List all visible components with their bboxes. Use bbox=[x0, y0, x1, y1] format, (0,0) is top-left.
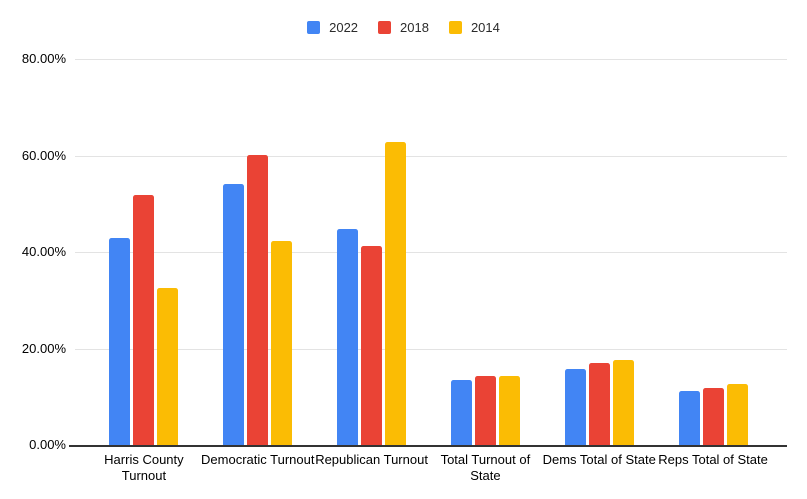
x-axis-label-cell: Reps Total of State bbox=[656, 452, 770, 484]
legend-label: 2018 bbox=[400, 20, 429, 35]
bar-2018-reps-total-of-state[interactable] bbox=[702, 388, 724, 445]
gridline bbox=[75, 59, 787, 60]
x-axis-label-democratic-turnout: Democratic Turnout bbox=[201, 452, 315, 467]
bar-2022-total-turnout-of-state[interactable] bbox=[450, 379, 472, 445]
legend-label: 2022 bbox=[329, 20, 359, 35]
x-axis-label-reps-total-of-state: Reps Total of State bbox=[658, 452, 768, 467]
bar-2014-harris-county-turnout[interactable] bbox=[157, 288, 179, 445]
legend-item-2018[interactable]: 2018 bbox=[378, 20, 429, 35]
x-axis-labels: Harris County Turnout Democratic Turnout R… bbox=[75, 452, 787, 484]
chart-legend: 2022 2018 2014 bbox=[0, 20, 807, 35]
bar-2014-republican-turnout[interactable] bbox=[385, 142, 407, 445]
bar-group-republican-turnout bbox=[315, 59, 429, 445]
gridline bbox=[75, 348, 787, 350]
x-axis-label-dems-total-of-state: Dems Total of State bbox=[542, 452, 656, 467]
x-axis-label-republican-turnout: Republican Turnout bbox=[315, 452, 428, 467]
x-axis-label-cell: Harris County Turnout bbox=[87, 452, 201, 484]
bar-2022-reps-total-of-state[interactable] bbox=[678, 390, 700, 445]
y-axis-tick-label: 40.00% bbox=[21, 244, 66, 259]
bar-group-reps-total-of-state bbox=[656, 59, 770, 445]
bar-2018-total-turnout-of-state[interactable] bbox=[474, 375, 496, 445]
x-axis-label-cell: Total Turnout of State bbox=[428, 452, 542, 484]
bar-2014-total-turnout-of-state[interactable] bbox=[498, 375, 520, 445]
gridline bbox=[75, 252, 787, 253]
x-axis-label-cell: Dems Total of State bbox=[542, 452, 656, 484]
legend-item-2022[interactable]: 2022 bbox=[307, 20, 358, 35]
bar-2014-reps-total-of-state[interactable] bbox=[726, 383, 748, 445]
bar-2018-harris-county-turnout[interactable] bbox=[133, 195, 155, 445]
gridline bbox=[75, 155, 787, 157]
legend-swatch-icon bbox=[448, 21, 462, 34]
legend-swatch-icon bbox=[378, 21, 392, 34]
legend-swatch-icon bbox=[307, 21, 321, 34]
bar-2022-dems-total-of-state[interactable] bbox=[564, 369, 586, 445]
bar-group-democratic-turnout bbox=[201, 59, 315, 445]
y-axis-tick-label: 80.00% bbox=[21, 51, 66, 66]
bar-2014-democratic-turnout[interactable] bbox=[271, 241, 293, 445]
bar-groups bbox=[75, 59, 787, 445]
plot-area bbox=[69, 59, 787, 447]
y-axis-tick-label: 20.00% bbox=[21, 340, 66, 356]
bar-2018-republican-turnout[interactable] bbox=[361, 246, 383, 445]
bar-2022-harris-county-turnout[interactable] bbox=[109, 237, 131, 445]
bar-group-total-turnout-of-state bbox=[428, 59, 542, 445]
legend-item-2014[interactable]: 2014 bbox=[448, 20, 500, 35]
bar-2018-democratic-turnout[interactable] bbox=[247, 154, 269, 445]
x-axis-label-cell: Republican Turnout bbox=[315, 452, 429, 484]
y-axis-tick-label: 60.00% bbox=[21, 147, 66, 163]
bar-2022-republican-turnout[interactable] bbox=[337, 229, 359, 445]
legend-label: 2014 bbox=[470, 20, 500, 35]
bar-2018-dems-total-of-state[interactable] bbox=[588, 362, 610, 445]
y-axis-tick-label: 0.00% bbox=[29, 437, 66, 452]
bar-2022-democratic-turnout[interactable] bbox=[223, 184, 245, 445]
x-axis-label-total-turnout-of-state: Total Turnout of State bbox=[440, 452, 531, 483]
axis-baseline bbox=[69, 445, 787, 447]
x-axis-label-cell: Democratic Turnout bbox=[201, 452, 315, 484]
x-axis-label-harris-county-turnout: Harris County Turnout bbox=[104, 452, 184, 483]
bar-2014-dems-total-of-state[interactable] bbox=[612, 360, 634, 445]
bar-group-dems-total-of-state bbox=[542, 59, 656, 445]
y-axis-labels: 0.00% 20.00% 40.00% 60.00% 80.00% bbox=[0, 52, 66, 452]
bar-group-harris-county-turnout bbox=[87, 59, 201, 445]
